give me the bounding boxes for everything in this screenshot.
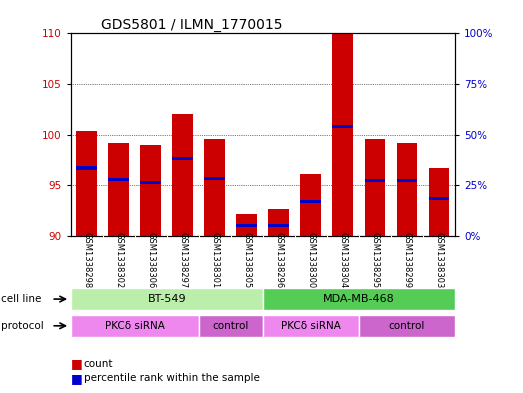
Bar: [71, 288, 263, 310]
Bar: [263, 314, 359, 337]
Text: GDS5801 / ILMN_1770015: GDS5801 / ILMN_1770015: [101, 18, 283, 32]
Bar: [396, 179, 417, 182]
Bar: [140, 145, 161, 236]
Text: ■: ■: [71, 371, 82, 385]
Text: percentile rank within the sample: percentile rank within the sample: [84, 373, 259, 383]
Bar: [140, 181, 161, 184]
Text: GSM1338304: GSM1338304: [338, 232, 347, 288]
Bar: [108, 178, 129, 181]
Bar: [268, 224, 289, 227]
Text: GSM1338301: GSM1338301: [210, 232, 219, 288]
Bar: [76, 167, 97, 169]
Bar: [333, 33, 354, 236]
Bar: [268, 209, 289, 236]
Text: GSM1338306: GSM1338306: [146, 232, 155, 288]
Text: PKCδ siRNA: PKCδ siRNA: [281, 321, 341, 331]
Text: protocol: protocol: [1, 321, 44, 331]
Bar: [428, 197, 449, 200]
Text: ■: ■: [71, 357, 82, 370]
Bar: [76, 130, 97, 236]
Bar: [365, 179, 385, 182]
Bar: [172, 114, 193, 236]
Bar: [71, 314, 199, 337]
Bar: [236, 224, 257, 227]
Text: control: control: [212, 321, 249, 331]
Bar: [300, 200, 321, 203]
Bar: [365, 139, 385, 236]
Text: MDA-MB-468: MDA-MB-468: [323, 294, 395, 304]
Bar: [359, 314, 455, 337]
Bar: [204, 176, 225, 180]
Text: control: control: [389, 321, 425, 331]
Bar: [108, 143, 129, 236]
Text: GSM1338296: GSM1338296: [275, 232, 283, 288]
Text: BT-549: BT-549: [147, 294, 186, 304]
Bar: [199, 314, 263, 337]
Text: GSM1338303: GSM1338303: [435, 232, 444, 288]
Text: GSM1338302: GSM1338302: [114, 232, 123, 288]
Bar: [396, 143, 417, 236]
Bar: [300, 174, 321, 236]
Bar: [236, 213, 257, 236]
Text: GSM1338299: GSM1338299: [403, 232, 412, 288]
Text: count: count: [84, 358, 113, 369]
Text: PKCδ siRNA: PKCδ siRNA: [105, 321, 165, 331]
Text: GSM1338297: GSM1338297: [178, 232, 187, 288]
Bar: [263, 288, 455, 310]
Text: GSM1338295: GSM1338295: [370, 232, 379, 288]
Bar: [172, 157, 193, 160]
Bar: [428, 168, 449, 236]
Bar: [204, 139, 225, 236]
Bar: [333, 125, 354, 128]
Text: GSM1338300: GSM1338300: [306, 232, 315, 288]
Text: cell line: cell line: [1, 294, 41, 304]
Text: GSM1338298: GSM1338298: [82, 232, 91, 288]
Text: GSM1338305: GSM1338305: [242, 232, 251, 288]
